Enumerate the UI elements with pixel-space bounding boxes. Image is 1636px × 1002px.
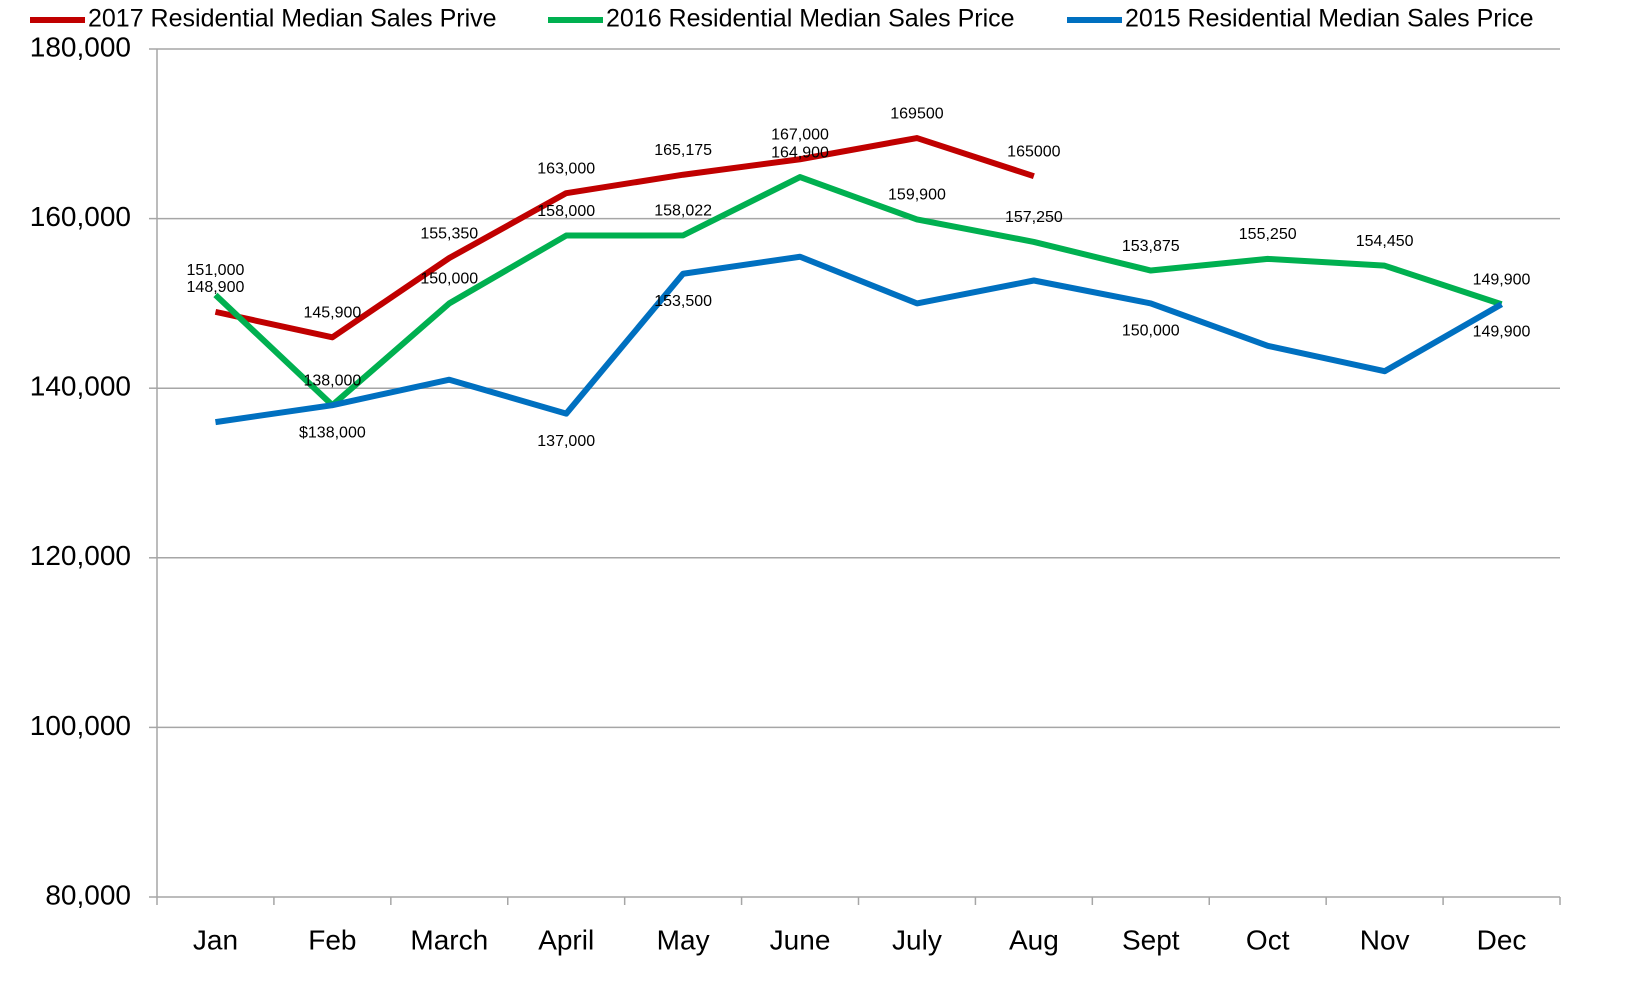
series-line (215, 253, 1504, 426)
legend-label: 2017 Residential Median Sales Prive (88, 5, 497, 33)
data-label: 163,000 (537, 160, 595, 177)
data-label: 153,875 (1122, 238, 1180, 255)
data-label: 137,000 (537, 433, 595, 450)
y-tick-label: 160,000 (30, 201, 131, 232)
data-label: 164,900 (771, 144, 829, 161)
data-label: 149,900 (1473, 323, 1531, 340)
data-label: 155,250 (1239, 226, 1297, 243)
legend-label: 2015 Residential Median Sales Price (1125, 5, 1534, 33)
data-label: 148,900 (187, 279, 245, 296)
y-tick-label: 80,000 (45, 879, 131, 910)
data-label: 165,175 (654, 142, 712, 159)
data-label: 158,022 (654, 203, 712, 220)
data-label: 158,000 (537, 203, 595, 220)
data-label: 151,000 (187, 262, 245, 279)
legend-label: 2016 Residential Median Sales Price (606, 5, 1015, 33)
data-label: 153,500 (654, 293, 712, 310)
x-tick-label: Feb (308, 924, 356, 955)
x-tick-label: Dec (1477, 924, 1527, 955)
x-tick-label: April (538, 924, 594, 955)
x-tick-label: Jan (193, 924, 238, 955)
x-tick-label: March (410, 924, 488, 955)
data-label: 138,000 (303, 372, 361, 389)
data-label: 145,900 (303, 305, 361, 322)
x-tick-label: Aug (1009, 924, 1059, 955)
y-tick-label: 120,000 (30, 540, 131, 571)
y-tick-label: 140,000 (30, 371, 131, 402)
data-label: $138,000 (299, 424, 366, 441)
data-label: 169500 (890, 105, 943, 122)
data-label: 150,000 (420, 271, 478, 288)
y-tick-label: 100,000 (30, 710, 131, 741)
data-label: 159,900 (888, 187, 946, 204)
data-label: 150,000 (1122, 323, 1180, 340)
x-tick-label: June (770, 924, 831, 955)
data-label: 165000 (1007, 143, 1060, 160)
data-label: 149,900 (1473, 271, 1531, 288)
series-line (213, 174, 1503, 409)
y-tick-label: 180,000 (30, 31, 131, 62)
x-tick-label: Sept (1122, 924, 1180, 955)
x-tick-label: July (892, 924, 942, 955)
data-label: 167,000 (771, 126, 829, 143)
x-tick-label: Oct (1246, 924, 1290, 955)
data-label: 154,450 (1356, 233, 1414, 250)
x-tick-label: May (657, 924, 710, 955)
x-tick-label: Nov (1360, 924, 1410, 955)
series-line (214, 135, 1035, 341)
data-label: 155,350 (420, 225, 478, 242)
data-label: 157,250 (1005, 209, 1063, 226)
